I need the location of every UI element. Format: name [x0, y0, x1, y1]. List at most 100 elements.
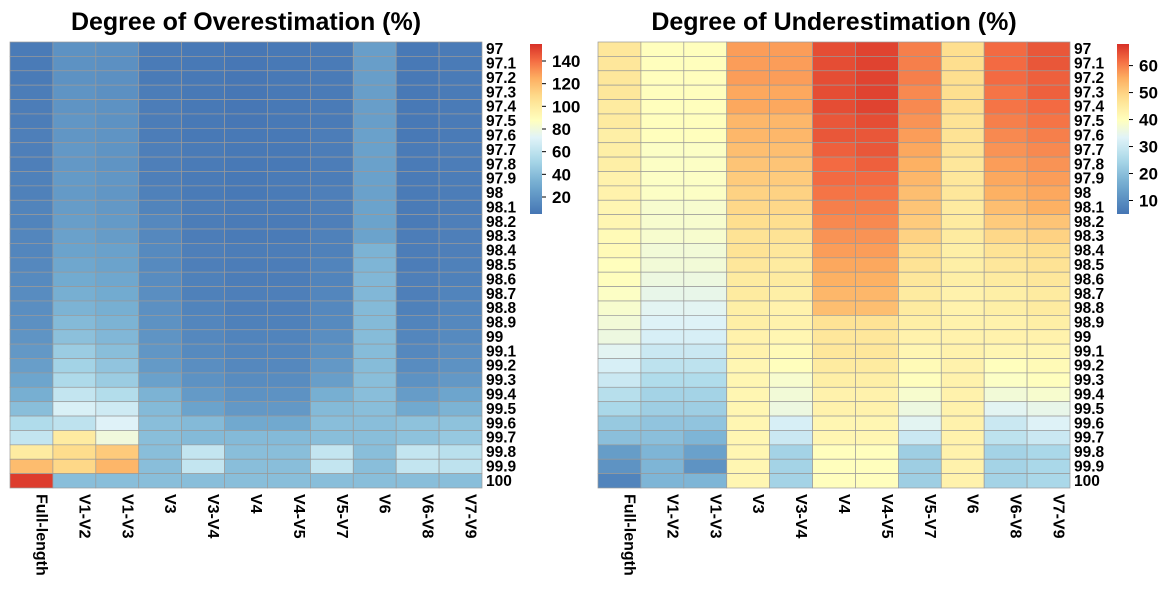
column-label: V4-V5	[878, 494, 895, 539]
column-label: V5-V7	[333, 494, 350, 539]
heatmap-cell	[640, 99, 685, 115]
heatmap-cell	[9, 99, 54, 115]
heatmap-cell	[940, 458, 985, 474]
heatmap-cell	[352, 343, 397, 359]
heatmap-cell	[224, 142, 268, 158]
heatmap-cell	[267, 473, 311, 489]
heatmap-cell	[138, 415, 182, 431]
heatmap-cell	[812, 113, 856, 129]
heatmap-cell	[898, 41, 942, 57]
heatmap-cell	[898, 329, 942, 345]
heatmap-cell	[855, 286, 899, 302]
heatmap-cell	[855, 271, 899, 287]
heatmap-cell	[52, 257, 97, 273]
heatmap-cell	[983, 458, 1028, 474]
heatmap-cell	[95, 458, 140, 474]
heatmap-cell	[855, 70, 899, 86]
heatmap-cell	[940, 127, 985, 144]
heatmap-cell	[597, 214, 642, 230]
heatmap-cell	[395, 214, 440, 230]
heatmap-cell	[683, 56, 728, 72]
heatmap-cell	[181, 84, 225, 100]
heatmap-cell	[1026, 430, 1071, 446]
heatmap-cell	[812, 415, 856, 431]
heatmap-cell	[597, 142, 642, 158]
heatmap-cell	[52, 358, 97, 374]
row-label: 98	[1074, 185, 1092, 202]
heatmap-cell	[95, 70, 140, 86]
heatmap-cell	[267, 329, 311, 345]
heatmap-cell	[640, 358, 685, 374]
heatmap-cell	[1026, 329, 1071, 345]
heatmap-cell	[95, 127, 140, 144]
heatmap-cell	[726, 185, 770, 201]
heatmap-cell	[138, 286, 182, 302]
heatmap-cell	[267, 113, 311, 129]
heatmap-cell	[726, 430, 770, 446]
heatmap-cell	[438, 444, 483, 460]
heatmap-cell	[95, 343, 140, 359]
heatmap-cell	[812, 430, 856, 446]
heatmap-cell	[438, 415, 483, 431]
heatmap-cell	[983, 214, 1028, 230]
heatmap-cell	[438, 271, 483, 287]
heatmap-cell	[95, 228, 140, 244]
heatmap-cell	[1026, 228, 1071, 244]
row-label: 97.6	[1074, 128, 1105, 145]
heatmap-cell	[898, 358, 942, 374]
heatmap-cell	[940, 84, 985, 100]
heatmap-cell	[138, 458, 182, 474]
heatmap-cell	[52, 401, 97, 417]
heatmap-cell	[726, 199, 770, 215]
heatmap-cell	[95, 56, 140, 72]
heatmap-cell	[267, 358, 311, 374]
heatmap-cell	[683, 127, 728, 144]
heatmap-cell	[1026, 156, 1071, 172]
heatmap-cell	[726, 56, 770, 72]
heatmap-cell	[224, 430, 268, 446]
heatmap-cell	[310, 286, 354, 302]
heatmap-cell	[983, 156, 1028, 172]
row-label: 100	[486, 473, 512, 490]
heatmap-cell	[9, 329, 54, 345]
row-label: 99.6	[1074, 415, 1105, 432]
heatmap-cell	[898, 430, 942, 446]
row-label: 99.9	[1074, 458, 1105, 475]
heatmap-cell	[940, 257, 985, 273]
heatmap-cell	[812, 70, 856, 86]
heatmap-cell	[983, 329, 1028, 345]
heatmap-cell	[812, 185, 856, 201]
heatmap-cell	[855, 444, 899, 460]
heatmap-cell	[898, 343, 942, 359]
row-label: 98.4	[1074, 243, 1105, 260]
heatmap-cell	[855, 473, 899, 489]
heatmap-cell	[224, 286, 268, 302]
heatmap-cell	[9, 171, 54, 187]
heatmap-cell	[224, 171, 268, 187]
heatmap-cell	[683, 430, 728, 446]
heatmap-cell	[597, 473, 642, 489]
heatmap-cell	[9, 113, 54, 129]
heatmap-cell	[95, 430, 140, 446]
column-label: V1-V3	[706, 494, 723, 539]
heatmap-cell	[812, 171, 856, 187]
heatmap-cell	[9, 56, 54, 72]
heatmap-cell	[812, 127, 856, 144]
heatmap-cell	[267, 171, 311, 187]
column-label: V1-V2	[75, 494, 92, 539]
heatmap-cell	[1026, 343, 1071, 359]
heatmap-cell	[769, 444, 813, 460]
heatmap-cell	[940, 185, 985, 201]
heatmap-cell	[640, 315, 685, 331]
heatmap-cell	[812, 199, 856, 215]
heatmap-cell	[726, 243, 770, 259]
heatmap-cell	[640, 257, 685, 273]
heatmap-cell	[395, 113, 440, 129]
heatmap-cell	[683, 99, 728, 115]
heatmap-cell	[812, 156, 856, 172]
row-label: 99.3	[486, 372, 517, 389]
heatmap-cell	[95, 444, 140, 460]
heatmap-cell	[940, 315, 985, 331]
heatmap-cell	[726, 271, 770, 287]
heatmap-cell	[224, 458, 268, 474]
